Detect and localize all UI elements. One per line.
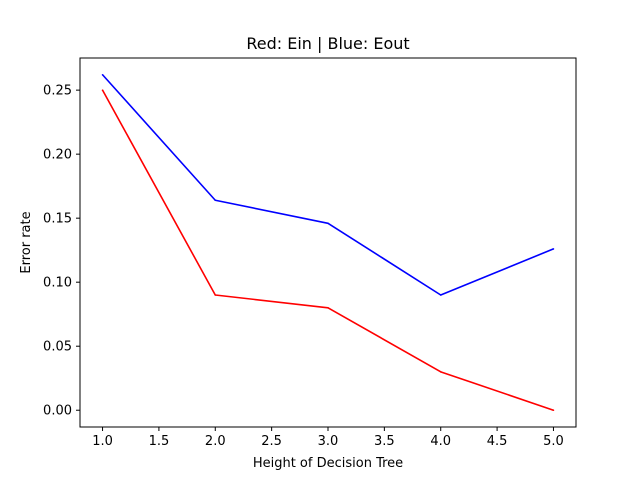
x-tick-label: 1.5 [149, 434, 170, 449]
x-tick-label: 2.0 [205, 434, 226, 449]
y-tick-label: 0.05 [43, 340, 72, 355]
x-tick-label: 2.5 [261, 434, 282, 449]
y-tick-label: 0.20 [43, 148, 72, 163]
series-1-point [214, 294, 217, 296]
x-tick-label: 1.0 [92, 434, 113, 449]
x-tick-label: 4.5 [487, 434, 508, 449]
x-tick-label: 5.0 [543, 434, 564, 449]
y-tick-label: 0.10 [43, 276, 72, 291]
series-1-point [439, 371, 442, 373]
series-2-point [214, 199, 217, 202]
series-1-point [552, 409, 555, 412]
plot-layer [101, 73, 555, 412]
y-tick-label: 0.00 [43, 404, 72, 419]
chart-title: Red: Ein | Blue: Eout [246, 34, 409, 53]
series-1-point [327, 307, 329, 309]
y-axis-ticks: 0.00 0.05 0.10 0.15 0.20 0.25 [43, 84, 80, 419]
series-2-point [327, 222, 329, 225]
series-2-point [552, 248, 555, 250]
series-2-point [439, 294, 442, 296]
x-axis-title: Height of Decision Tree [253, 456, 403, 471]
x-axis-ticks: 1.0 1.5 2.0 2.5 3.0 3.5 4.0 4.5 5.0 [92, 427, 564, 449]
series-2-point [101, 73, 104, 76]
x-tick-label: 3.0 [318, 434, 339, 449]
y-tick-label: 0.15 [43, 212, 72, 227]
y-tick-label: 0.25 [43, 84, 72, 99]
series-1-point [101, 89, 104, 91]
y-axis-title: Error rate [19, 211, 34, 273]
x-tick-label: 4.0 [430, 434, 451, 449]
x-tick-label: 3.5 [374, 434, 395, 449]
